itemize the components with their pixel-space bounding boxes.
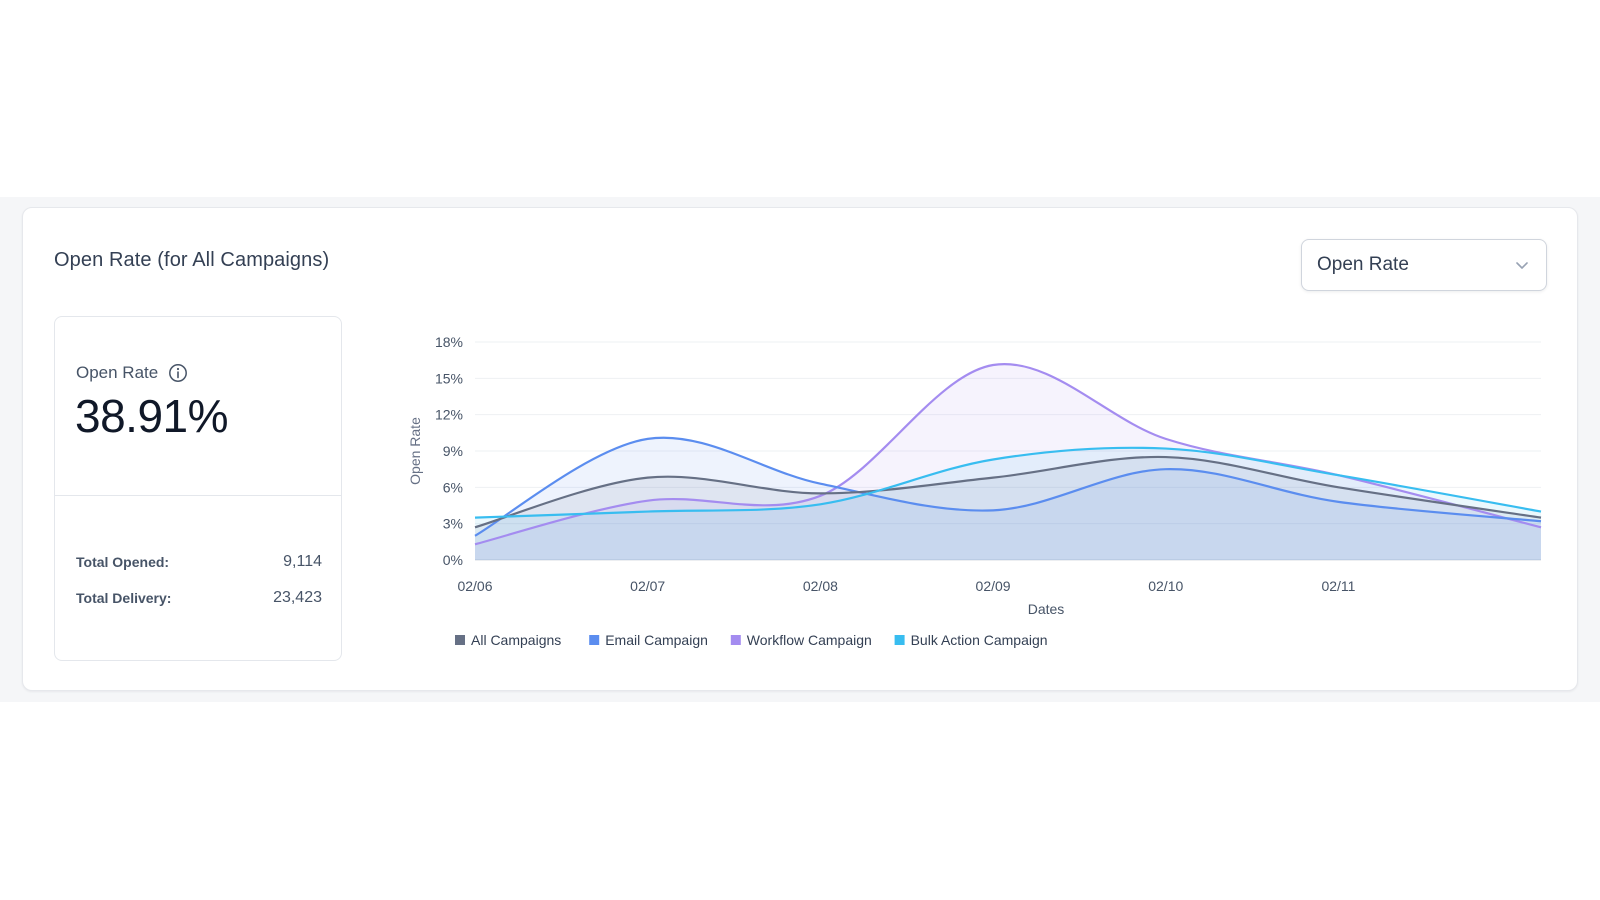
y-tick-label: 9% <box>443 443 463 459</box>
chevron-down-icon <box>1516 262 1528 269</box>
y-tick-label: 6% <box>443 479 463 495</box>
summary-label: Open Rate <box>76 363 159 382</box>
total-delivery-label: Total Delivery: <box>76 590 172 606</box>
total-opened-row: Total Opened: 9,114 <box>76 553 322 571</box>
legend-swatch <box>894 635 905 645</box>
summary-card: Open Rate 38.91% Total Opened: 9,114 Tot… <box>54 316 342 661</box>
metric-select[interactable]: Open Rate <box>1301 239 1547 291</box>
x-tick-label: 02/09 <box>976 578 1011 594</box>
info-icon[interactable] <box>168 363 188 383</box>
series-area-bulk-action-campaign <box>475 447 1541 560</box>
legend-swatch <box>730 635 741 645</box>
series-area-email-campaign <box>475 437 1541 560</box>
legend-label: Workflow Campaign <box>747 632 872 648</box>
y-tick-label: 0% <box>443 552 463 568</box>
legend-label: Bulk Action Campaign <box>911 632 1048 648</box>
total-opened-label: Total Opened: <box>76 554 170 570</box>
total-opened-value: 9,114 <box>283 553 322 570</box>
legend-swatch <box>589 635 600 645</box>
total-delivery-value: 23,423 <box>273 589 322 606</box>
y-tick-label: 3% <box>443 516 463 532</box>
legend-label: Email Campaign <box>605 632 708 648</box>
x-axis-label: Dates <box>1028 601 1065 617</box>
summary-label-wrap: Open Rate <box>76 363 188 383</box>
legend-label: All Campaigns <box>471 632 561 648</box>
y-tick-label: 12% <box>435 407 463 423</box>
metric-select-value: Open Rate <box>1317 254 1409 275</box>
y-tick-label: 15% <box>435 370 463 386</box>
summary-value: 38.91% <box>75 390 229 442</box>
y-axis-label: Open Rate <box>407 417 423 485</box>
series-line-email-campaign <box>474 436 1542 537</box>
card-title: Open Rate (for All Campaigns) <box>54 249 330 271</box>
open-rate-chart: 0% 3% 6% 9% 12% 15% 18% Open Rate 02/06 02/07 02/0… <box>407 334 1542 648</box>
total-delivery-row: Total Delivery: 23,423 <box>76 589 322 607</box>
x-tick-label: 02/10 <box>1148 578 1183 594</box>
x-tick-label: 02/08 <box>803 578 838 594</box>
x-tick-label: 02/11 <box>1321 578 1355 594</box>
series-line-all-campaigns <box>474 455 1542 529</box>
series-line-bulk-action-campaign <box>474 446 1542 519</box>
legend-swatch <box>455 635 465 645</box>
open-rate-card: Open Rate (for All Campaigns) Open Rate … <box>22 207 1578 691</box>
x-tick-label: 02/06 <box>457 578 492 594</box>
summary-divider <box>55 495 341 496</box>
x-tick-label: 02/07 <box>630 578 665 594</box>
y-tick-label: 18% <box>435 334 463 350</box>
